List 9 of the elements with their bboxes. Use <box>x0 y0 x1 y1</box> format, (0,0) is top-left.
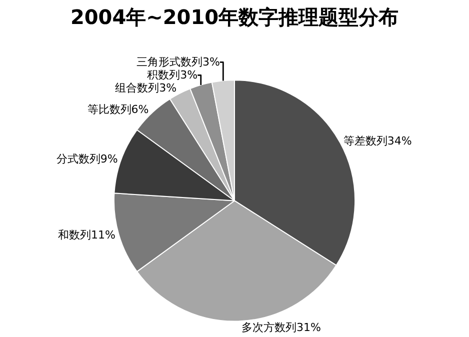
slice-label: 等比数列6% <box>87 102 149 116</box>
slice-label: 等差数列34% <box>343 134 412 148</box>
slice-label: 多次方数列31% <box>242 321 321 334</box>
slice-label: 组合数列3% <box>115 82 177 95</box>
chart-title: 2004年~2010年数字推理题型分布 <box>70 5 399 30</box>
slice-label: 积数列3% <box>147 68 198 82</box>
slice-label: 和数列11% <box>58 228 116 242</box>
slice-label: 三角形式数列3% <box>136 56 220 69</box>
slice-label: 分式数列9% <box>56 152 118 166</box>
